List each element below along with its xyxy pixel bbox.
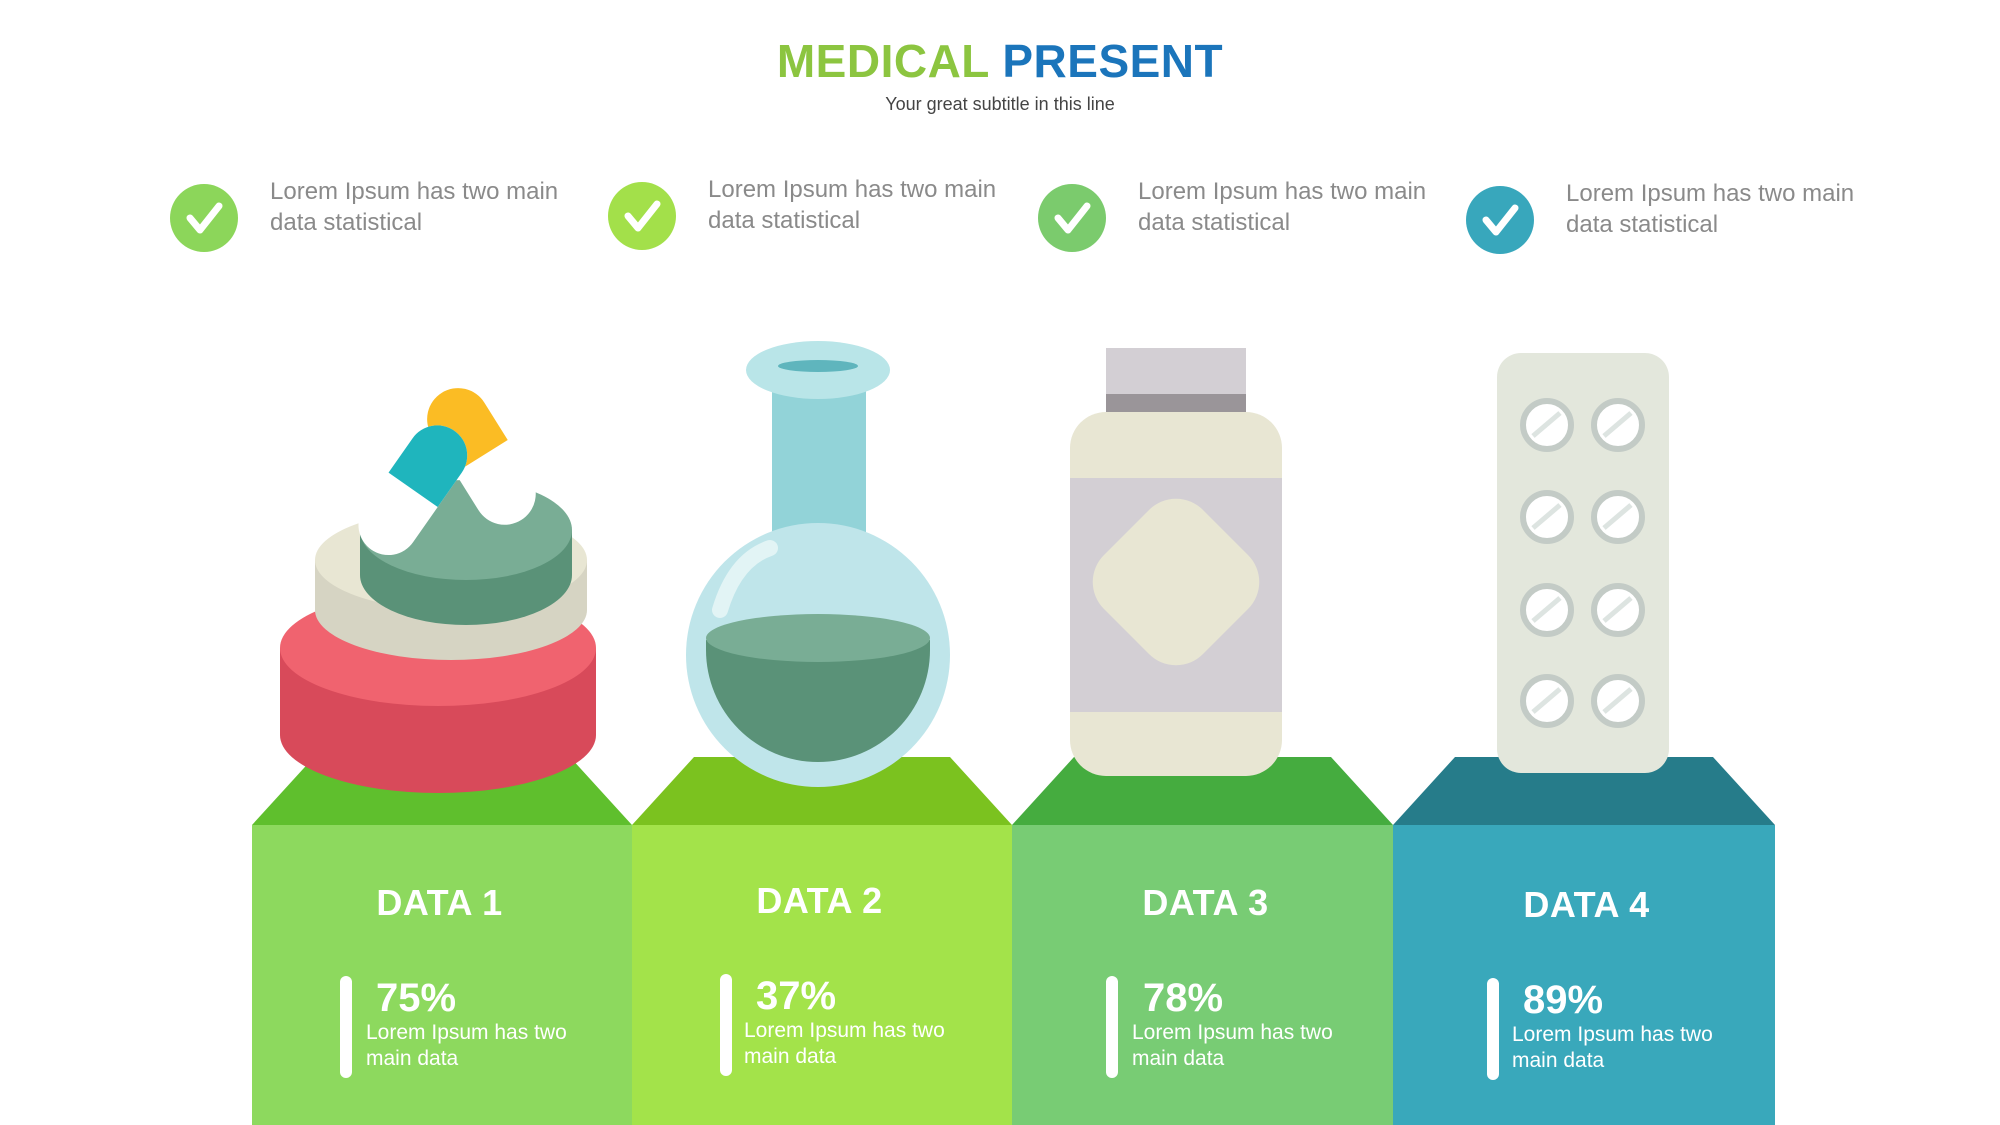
- stat-percent-1: 75%: [376, 976, 457, 1020]
- stat-percent-4: 89%: [1523, 978, 1604, 1022]
- column-label-2: DATA 2: [756, 880, 883, 921]
- medicine-bottle-icon: [1070, 348, 1282, 776]
- check-icon: [1466, 186, 1534, 254]
- pill-blister-icon: [1497, 353, 1669, 773]
- title-word-medical: MEDICAL: [776, 35, 990, 87]
- column-label-1: DATA 1: [376, 882, 503, 923]
- check-icon: [608, 182, 676, 250]
- page-subtitle: Your great subtitle in this line: [885, 94, 1115, 114]
- feature-text: Lorem Ipsum has two main data statistica…: [1566, 180, 1855, 238]
- feature-item-4: Lorem Ipsum has two main data statistica…: [1466, 178, 1866, 268]
- pedestal-top-2: [632, 757, 1012, 825]
- feature-text: Lorem Ipsum has two main data statistica…: [708, 176, 997, 234]
- stat-bar-2: [720, 974, 732, 1076]
- feature-item-2: Lorem Ipsum has two main data statistica…: [608, 174, 1008, 264]
- feature-text: Lorem Ipsum has two main data statistica…: [1138, 178, 1427, 236]
- stat-bar-4: [1487, 978, 1499, 1080]
- stat-description-3: Lorem Ipsum has two main data: [1132, 1021, 1333, 1070]
- stat-percent-2: 37%: [756, 974, 837, 1018]
- pedestal-front-2: [632, 825, 1012, 1125]
- stat-description-2: Lorem Ipsum has two main data: [744, 1019, 945, 1068]
- pedestal-front-3: [1012, 825, 1393, 1125]
- stat-description-1: Lorem Ipsum has two main data: [366, 1021, 567, 1070]
- pedestal-top-4: [1393, 757, 1775, 825]
- feature-text: Lorem Ipsum has two main data statistica…: [270, 178, 559, 236]
- stat-bar-3: [1106, 976, 1118, 1078]
- flask-icon: [686, 341, 950, 787]
- stat-description-4: Lorem Ipsum has two main data: [1512, 1023, 1713, 1072]
- title-word-present: PRESENT: [1002, 35, 1224, 87]
- pills-icon: [280, 388, 596, 793]
- column-label-4: DATA 4: [1523, 884, 1650, 925]
- feature-item-3: Lorem Ipsum has two main data statistica…: [1038, 176, 1438, 266]
- pedestal-front-1: [252, 825, 632, 1125]
- feature-item-1: Lorem Ipsum has two main data statistica…: [170, 176, 570, 266]
- pedestal-front-4: [1393, 825, 1775, 1125]
- check-icon: [1038, 184, 1106, 252]
- column-label-3: DATA 3: [1142, 882, 1269, 923]
- page-title: MEDICAL PRESENT: [0, 34, 2000, 88]
- stat-percent-3: 78%: [1143, 976, 1224, 1020]
- stat-bar-1: [340, 976, 352, 1078]
- check-icon: [170, 184, 238, 252]
